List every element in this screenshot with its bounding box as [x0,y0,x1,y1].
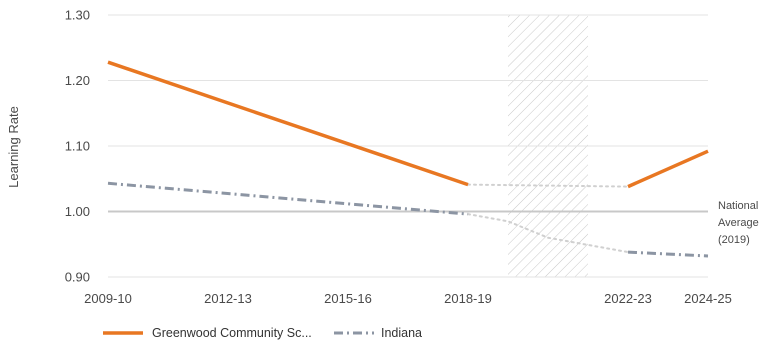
x-tick-label: 2018-19 [444,291,492,306]
y-axis-ticks: 0.90 1.00 1.10 1.20 1.30 [65,8,90,285]
x-tick-label: 2009-10 [84,291,132,306]
gap-lines [467,183,629,254]
y-tick-label: 1.00 [65,204,90,219]
x-tick-label: 2024-25 [684,291,732,306]
reference-label-line-2: Average [718,217,759,229]
series-line-0-segment-1 [627,149,709,189]
series-gap-line-0 [467,183,629,188]
series-lines [107,60,709,258]
x-axis-ticks: 2009-10 2012-13 2015-16 2018-19 2022-23 2024-… [84,291,732,306]
reference-label-line-1: National [718,200,758,212]
series-line-1-segment-0 [107,181,469,216]
reference-label-line-3: (2019) [718,234,750,246]
y-tick-label: 1.10 [65,139,90,154]
gridlines [108,14,708,278]
reference-annotation: National Average (2019) [718,200,759,246]
legend: Greenwood Community Sc... Indiana [103,326,422,340]
legend-label-greenwood: Greenwood Community Sc... [152,326,312,340]
y-tick-label: 0.90 [65,270,90,285]
y-axis-label: Learning Rate [6,106,21,188]
x-tick-label: 2022-23 [604,291,652,306]
series-line-1-segment-1 [627,250,709,258]
y-tick-label: 1.30 [65,8,90,23]
y-tick-label: 1.20 [65,73,90,88]
x-tick-label: 2012-13 [204,291,252,306]
legend-label-indiana: Indiana [381,326,422,340]
x-tick-label: 2015-16 [324,291,372,306]
series-line-0-segment-0 [107,60,469,187]
series-gap-line-1 [467,213,629,254]
